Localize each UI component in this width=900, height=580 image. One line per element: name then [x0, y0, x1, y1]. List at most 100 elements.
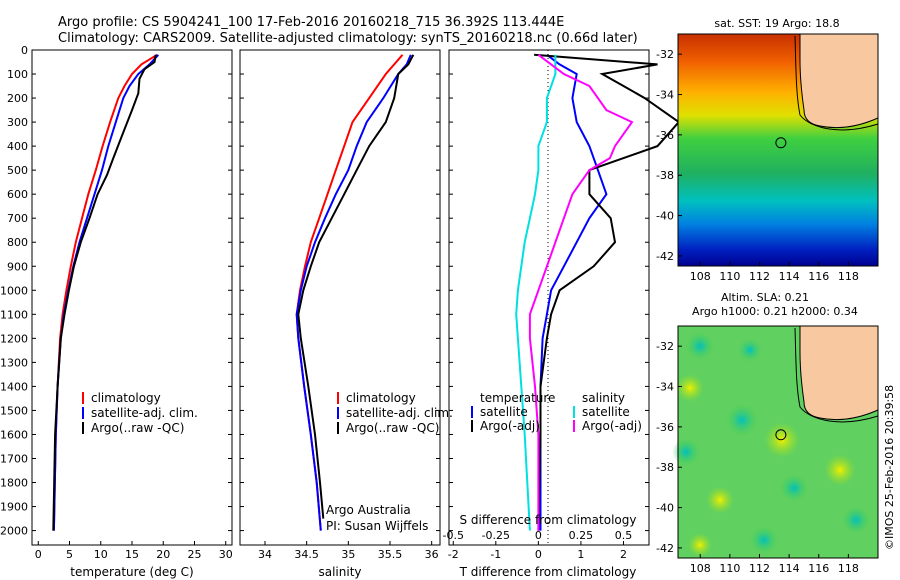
depth-tick-label: 1300: [0, 356, 28, 369]
sst-map-frame: [677, 33, 879, 267]
sla-map-axis-ticks: 108 110 112 114 116 118 -32 -34 -36 -38 -40 -42: [656, 340, 859, 575]
legend-t-argo-label: Argo(-adj): [480, 419, 540, 433]
s-tick-label: 0: [535, 529, 542, 542]
depth-axis-ticks: 0 100 200 300 400 500 600 700 800 900 1000 1100 1200…: [0, 44, 649, 538]
x-tick-label: 34: [258, 548, 272, 561]
salinity-axes-frame: [239, 49, 441, 546]
depth-tick-label: 1800: [0, 477, 28, 490]
sla-blob: [780, 474, 808, 502]
difference-legend: temperature satellite Argo(-adj) salinit…: [471, 391, 642, 433]
x-tick-label: 35: [341, 548, 355, 561]
sla-map-land: [799, 325, 879, 421]
depth-tick-label: 1700: [0, 452, 28, 465]
s-difference-xlabel: S difference from climatology: [460, 513, 637, 527]
depth-tick-label: 200: [7, 92, 28, 105]
sla-blob: [686, 332, 714, 360]
sst-map-axis-ticks: 108 110 112 114 116 118 -32 -34 -36 -38 -40 -42: [656, 48, 859, 283]
series-line-temperature-argo-adj-: [534, 53, 681, 531]
series-line-argo-raw-qc-: [297, 54, 415, 519]
temperature-series: [52, 53, 160, 531]
sla-blob: [688, 533, 712, 557]
depth-tick-label: 0: [21, 44, 28, 57]
temperature-axes-frame: [31, 49, 233, 546]
map-x-tick-label: 118: [838, 562, 859, 575]
salinity-legend: climatology satellite-adj. clim. Argo(..…: [337, 391, 453, 435]
map-y-tick-label: -32: [656, 48, 674, 61]
sla-blob: [824, 454, 856, 486]
s-tick-label: -0.25: [482, 529, 510, 542]
map-y-tick-label: -38: [656, 169, 674, 182]
map-y-tick-label: -36: [656, 129, 674, 142]
t-difference-xlabel: T difference from climatology: [459, 565, 637, 579]
depth-tick-label: 900: [7, 260, 28, 273]
sla-blob: [676, 374, 704, 402]
s-difference-axis-ticks: -0.5 -0.25 0 0.25 0.5: [443, 529, 633, 542]
series-line-satellite-adj-clim-: [295, 54, 412, 531]
sla-blob: [842, 506, 870, 534]
legend-climatology-label: climatology: [91, 391, 161, 405]
depth-tick-label: 1200: [0, 332, 28, 345]
map-x-tick-label: 118: [838, 270, 859, 283]
sla-blob: [726, 404, 758, 436]
depth-tick-label: 300: [7, 116, 28, 129]
imos-credit: ©IMOS 25-Feb-2016 20:39:58: [883, 385, 896, 550]
sla-blob: [738, 338, 762, 362]
map-x-tick-label: 110: [719, 562, 740, 575]
credit-argo-australia: Argo Australia: [326, 503, 411, 517]
header-line2: Climatology: CARS2009. Satellite-adjuste…: [58, 31, 638, 46]
legend-argo-label: Argo(..raw -QC): [91, 421, 184, 435]
temperature-axis-ticks: 0 5 10 15 20 25 30: [35, 541, 233, 561]
series-line-salinity-satellite: [515, 54, 557, 531]
map-y-tick-label: -36: [656, 421, 674, 434]
legend-t-satellite-label: satellite: [480, 405, 528, 419]
depth-tick-label: 1900: [0, 501, 28, 514]
depth-tick-label: 1600: [0, 428, 28, 441]
header-line1: Argo profile: CS 5904241_100 17-Feb-2016…: [58, 15, 564, 30]
depth-tick-label: 800: [7, 236, 28, 249]
difference-axes-frame: [448, 49, 650, 546]
salinity-xlabel: salinity: [318, 565, 361, 579]
depth-tick-label: 600: [7, 188, 28, 201]
series-line-argo-raw-qc-: [52, 54, 157, 531]
depth-tick-label: 700: [7, 212, 28, 225]
x-tick-label: -1: [490, 548, 501, 561]
legend-satellite-label: satellite-adj. clim.: [91, 406, 198, 420]
temperature-xlabel: temperature (deg C): [70, 565, 193, 579]
sst-map-land: [799, 33, 879, 129]
depth-tick-label: 1400: [0, 380, 28, 393]
x-tick-label: 35.5: [378, 548, 403, 561]
x-tick-label: 1: [577, 548, 584, 561]
s-tick-label: -0.5: [443, 529, 464, 542]
x-tick-label: 0: [535, 548, 542, 561]
x-tick-label: 2: [620, 548, 627, 561]
x-tick-label: 15: [125, 548, 139, 561]
difference-panel: -2 -1 0 1 2 -0.5 -0.25 0 0.25 0.5 S difference f…: [443, 49, 681, 579]
series-line-satellite-adj-clim-: [52, 54, 160, 531]
series-line-temperature-satellite: [539, 54, 608, 531]
salinity-series: [295, 54, 415, 531]
s-tick-label: 0.5: [615, 529, 633, 542]
sla-map-coast-contour: [794, 327, 879, 423]
sst-map-title: sat. SST: 19 Argo: 18.8: [714, 17, 839, 30]
map-y-tick-label: -42: [656, 542, 674, 555]
legend-s-satellite-label: satellite: [582, 405, 630, 419]
sla-map-anomaly-blobs: [672, 332, 870, 557]
legend-argo-label: Argo(..raw -QC): [346, 421, 439, 435]
legend-satellite-label: satellite-adj. clim.: [346, 406, 453, 420]
sla-blob: [672, 438, 700, 466]
sla-map-frame: [677, 325, 879, 559]
credit-pi: PI: Susan Wijffels: [326, 519, 428, 533]
temperature-legend: climatology satellite-adj. clim. Argo(..…: [82, 391, 198, 435]
legend-climatology-label: climatology: [346, 391, 416, 405]
sst-map: sat. SST: 19 Argo: 18.8 108 110 112 114 116 1…: [656, 17, 879, 283]
x-tick-label: 25: [188, 548, 202, 561]
salinity-axis-ticks: 34 34.5 35 35.5 36: [258, 541, 439, 561]
series-line-climatology: [295, 54, 404, 531]
depth-tick-label: 1500: [0, 404, 28, 417]
x-tick-label: 36: [425, 548, 439, 561]
map-y-tick-label: -38: [656, 461, 674, 474]
sla-map: Altim. SLA: 0.21 Argo h1000: 0.21 h2000:…: [656, 291, 879, 575]
sla-blob: [750, 526, 778, 554]
x-tick-label: 5: [66, 548, 73, 561]
